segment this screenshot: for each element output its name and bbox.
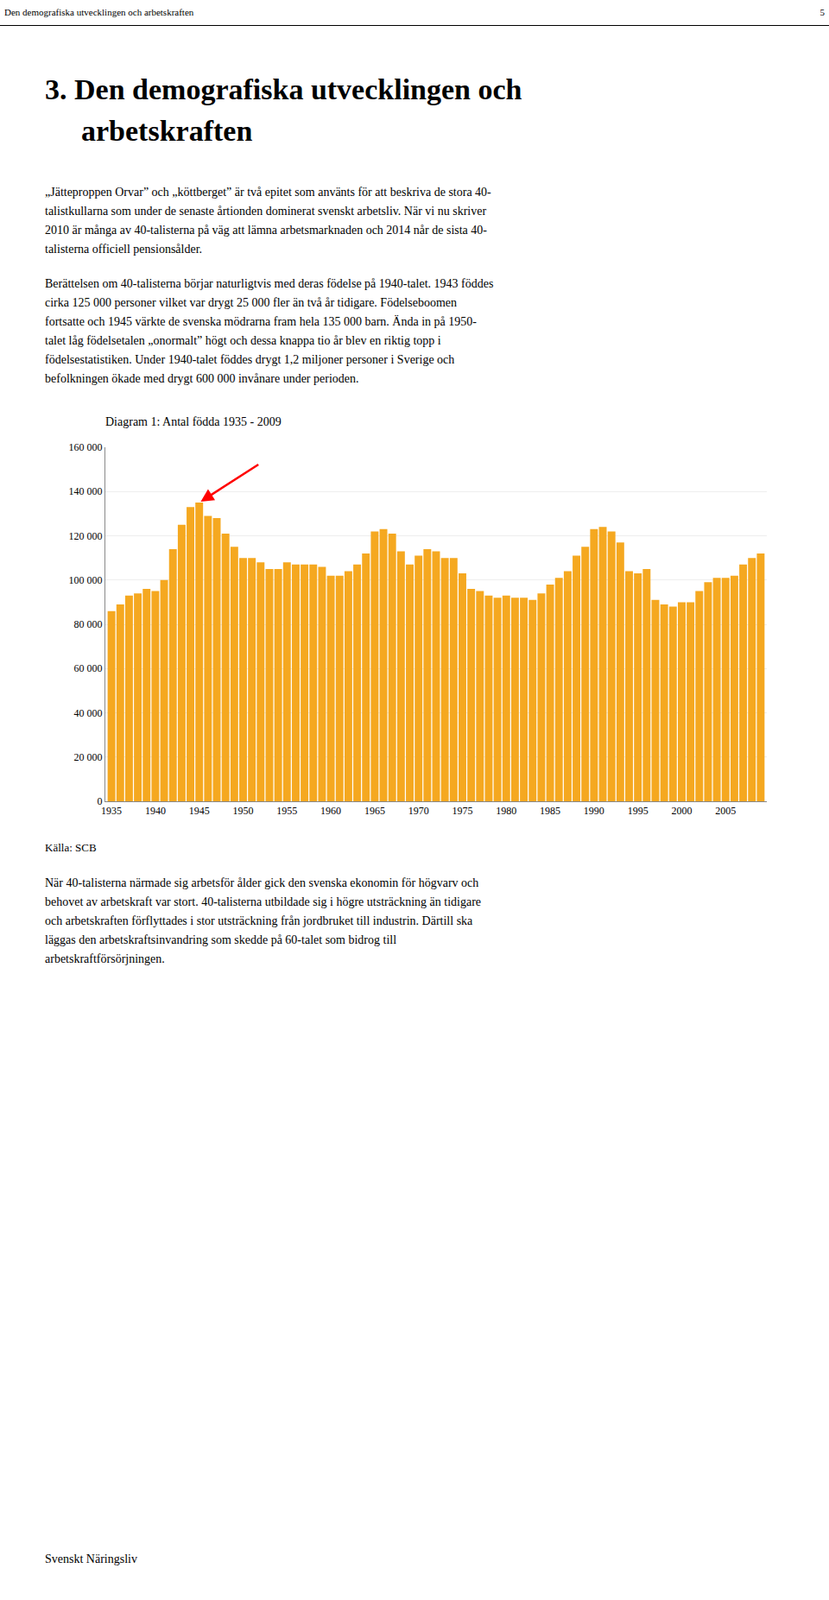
svg-text:140 000: 140 000	[69, 485, 103, 498]
svg-text:2000: 2000	[670, 804, 692, 817]
svg-text:1985: 1985	[539, 804, 561, 817]
svg-text:1995: 1995	[627, 804, 649, 817]
svg-text:0: 0	[97, 795, 103, 808]
html-text:födelsestatistiken. Under 1940: födelsestatistiken. Under 1940-talet föd…	[44, 353, 455, 367]
html-text:2010 är många av 40-talisterna: 2010 är många av 40-talisterna på väg at…	[44, 223, 488, 237]
svg-text:120 000: 120 000	[69, 530, 103, 543]
svg-text:40 000: 40 000	[74, 707, 103, 720]
svg-text:1980: 1980	[495, 804, 517, 817]
html-text:arbetskraftförsörjningen.: arbetskraftförsörjningen.	[44, 952, 165, 966]
svg-text:1960: 1960	[320, 804, 342, 817]
html-text:befolkningen ökade med drygt 6: befolkningen ökade med drygt 600 000 inv…	[44, 372, 359, 386]
svg-text:20 000: 20 000	[74, 751, 103, 764]
html-text:cirka 125 000 personer vilket: cirka 125 000 personer vilket var drygt …	[44, 296, 457, 310]
html-text:Svenskt Näringsliv: Svenskt Näringsliv	[44, 1552, 138, 1566]
svg-text:100 000: 100 000	[69, 574, 103, 587]
html-text:När 40-talisterna närmade sig: När 40-talisterna närmade sig arbetsför …	[44, 876, 479, 890]
svg-text:1970: 1970	[408, 804, 430, 817]
svg-text:1965: 1965	[364, 804, 386, 817]
svg-text:2005: 2005	[715, 804, 736, 817]
html-text:Källa: SCB: Källa: SCB	[44, 841, 97, 855]
html-text:talet låg födelsetalen „onorma: talet låg födelsetalen „onormalt” högt o…	[44, 334, 442, 348]
html-text:fortsatte och 1945 värkte de s: fortsatte och 1945 värkte de svenska möd…	[44, 315, 477, 329]
svg-text:80 000: 80 000	[74, 618, 103, 631]
svg-text:1950: 1950	[233, 804, 254, 817]
svg-text:60 000: 60 000	[74, 662, 103, 675]
html-text:talisterna officiell pensionså: talisterna officiell pensionsålder.	[44, 242, 203, 256]
html-text:5: 5	[819, 6, 825, 18]
svg-text:1975: 1975	[451, 804, 473, 817]
html-text:talistkullarna som under de se: talistkullarna som under de senaste årti…	[44, 204, 487, 218]
html-text:Berättelsen om 40-talisterna b: Berättelsen om 40-talisterna börjar natu…	[44, 277, 494, 291]
svg-text:1955: 1955	[276, 804, 298, 817]
html-text:och arbetskraften förflyttades: och arbetskraften förflyttades i stor ut…	[44, 914, 473, 928]
svg-text:1990: 1990	[583, 804, 605, 817]
svg-text:1945: 1945	[189, 804, 210, 817]
svg-text:160 000: 160 000	[69, 441, 103, 454]
svg-text:1940: 1940	[145, 804, 166, 817]
html-text:„Jätteproppen Orvar” och „kött: „Jätteproppen Orvar” och „köttberget” är…	[44, 185, 492, 199]
svg-text:1935: 1935	[101, 804, 122, 817]
html-text:Den demografiska utvecklingen: Den demografiska utvecklingen och arbets…	[4, 6, 194, 18]
html-text:läggas den arbetskraftsinvandr: läggas den arbetskraftsinvandring som sk…	[44, 933, 397, 947]
svg-text:Diagram 1: Antal födda 1935 -: Diagram 1: Antal födda 1935 - 2009	[105, 415, 282, 429]
html-text:3. Den demografiska utveckling: 3. Den demografiska utvecklingen och	[44, 73, 523, 106]
html-text:behovet av arbetskraft var sto: behovet av arbetskraft var stort. 40-tal…	[44, 895, 481, 909]
html-text:arbetskraften: arbetskraften	[81, 114, 253, 147]
